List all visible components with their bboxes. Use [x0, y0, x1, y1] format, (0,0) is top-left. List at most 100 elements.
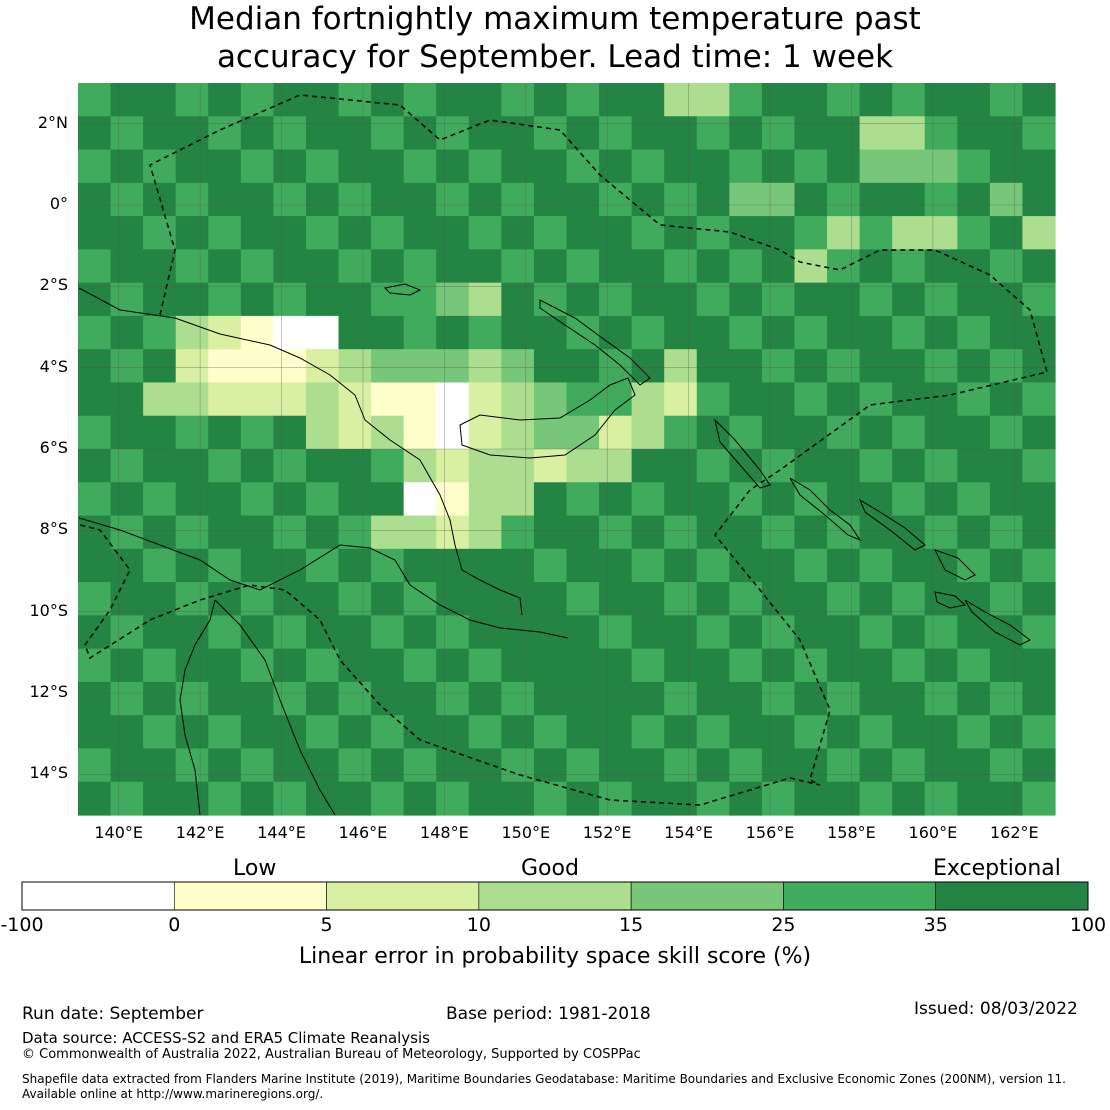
skill-cell: [859, 515, 893, 550]
skill-cell: [664, 282, 698, 317]
skill-cell: [696, 449, 730, 483]
skill-cell: [501, 249, 535, 284]
skill-cell: [599, 415, 633, 450]
skill-cell: [599, 548, 633, 583]
skill-cell: [208, 715, 242, 750]
skill-cell: [664, 249, 698, 284]
skill-cell: [696, 349, 730, 384]
y-tick-label: 4°S: [39, 356, 68, 376]
skill-cell: [240, 382, 274, 417]
skill-cell: [1022, 548, 1056, 583]
skill-cell: [924, 149, 958, 184]
skill-cell: [305, 781, 340, 816]
skill-cell: [533, 748, 568, 783]
skill-cell: [110, 149, 144, 184]
skill-cell: [403, 249, 437, 284]
skill-cell: [957, 349, 991, 384]
skill-cell: [989, 781, 1024, 816]
skill-cell: [859, 482, 893, 517]
skill-cell: [989, 116, 1024, 151]
skill-cell: [664, 349, 698, 384]
skill-cell: [273, 715, 307, 750]
lat-lon-gridlines: [78, 83, 1055, 815]
skill-cell: [78, 83, 112, 117]
skill-cell: [240, 182, 274, 217]
skill-cell: [240, 748, 274, 783]
skill-cell: [957, 382, 991, 417]
bougainville: [714, 418, 771, 489]
skill-cell: [1022, 515, 1056, 550]
skill-cell: [729, 116, 763, 151]
skill-cell: [664, 382, 698, 417]
skill-cell: [1022, 415, 1056, 450]
colorbar-bin: [173, 881, 327, 911]
skill-cell: [240, 582, 274, 616]
skill-cell: [827, 149, 861, 184]
skill-cell: [794, 415, 828, 450]
colorbar-tick-label: 10: [466, 914, 491, 936]
skill-cell: [761, 648, 796, 683]
skill-cell: [208, 582, 242, 616]
skill-cell: [827, 415, 861, 450]
skill-cell: [273, 216, 307, 250]
y-tick-label: 8°S: [39, 519, 68, 539]
skill-cell: [794, 781, 828, 816]
map-title: Median fortnightly maximum temperature p…: [0, 0, 1110, 76]
skill-cell: [143, 116, 177, 151]
skill-cell: [957, 449, 991, 483]
skill-cell: [273, 349, 307, 384]
skill-cell: [631, 781, 665, 816]
skill-cell: [468, 681, 502, 716]
skill-cell: [794, 548, 828, 583]
skill-cell: [794, 715, 828, 750]
skill-cell: [208, 249, 242, 284]
skill-cell: [338, 315, 372, 350]
skill-cell: [338, 216, 372, 250]
skill-cell: [338, 582, 372, 616]
skill-cell: [827, 748, 861, 783]
skill-cell: [566, 449, 600, 483]
skill-cell: [664, 648, 698, 683]
skill-cell: [208, 216, 242, 250]
skill-cell: [143, 349, 177, 384]
skill-cell: [599, 449, 633, 483]
skill-cell: [110, 216, 144, 250]
skill-cell: [599, 149, 633, 184]
skill-cell: [371, 116, 405, 151]
skill-cell: [110, 315, 144, 350]
skill-cell: [273, 382, 307, 417]
skill-cell: [305, 182, 340, 217]
skill-cell: [957, 149, 991, 184]
x-tick-label: 160°E: [908, 823, 958, 842]
skill-cell: [533, 681, 568, 716]
skill-cell: [208, 648, 242, 683]
skill-cell: [924, 715, 958, 750]
skill-cell: [859, 582, 893, 616]
new-guinea-south-coast: [78, 517, 569, 639]
skill-cell: [794, 482, 828, 517]
skill-cell: [403, 482, 437, 517]
skill-cell: [892, 781, 926, 816]
skill-cell: [273, 249, 307, 284]
skill-cell: [240, 116, 274, 151]
skill-cell: [761, 482, 796, 517]
skill-cell: [305, 216, 340, 250]
skill-cell: [989, 548, 1024, 583]
skill-cell: [175, 648, 209, 683]
skill-cell: [566, 415, 600, 450]
skill-cell: [696, 216, 730, 250]
skill-cell: [729, 515, 763, 550]
skill-cell: [924, 415, 958, 450]
skill-cell: [78, 315, 112, 350]
skill-cell: [501, 415, 535, 450]
skill-cell: [1022, 482, 1056, 517]
skill-cell: [436, 781, 470, 816]
skill-cell: [696, 315, 730, 350]
skill-cell: [1022, 382, 1056, 417]
skill-cell: [436, 182, 470, 217]
skill-cell: [273, 315, 307, 350]
colorbar-tick-label: 35: [923, 914, 948, 936]
skill-cell: [305, 83, 340, 117]
skill-cell: [892, 548, 926, 583]
skill-cell: [1022, 349, 1056, 384]
